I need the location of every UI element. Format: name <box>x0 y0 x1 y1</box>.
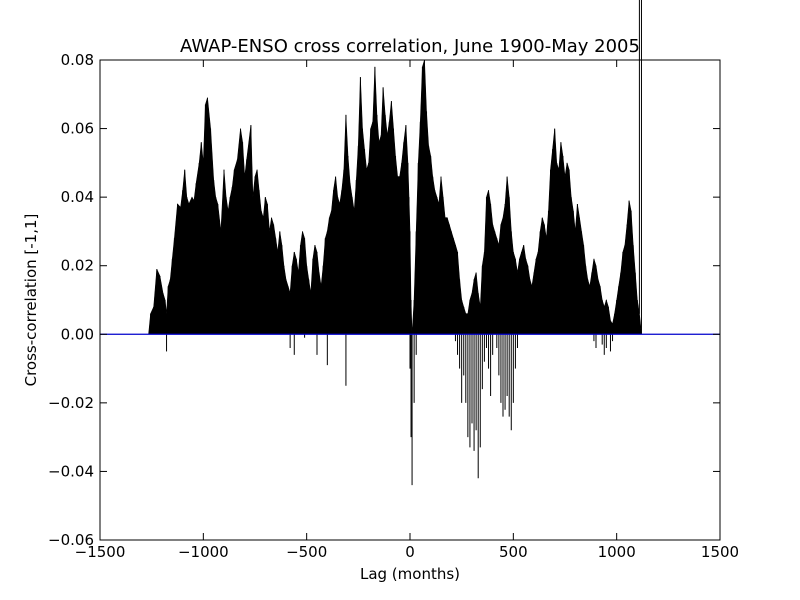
y-tick-label: 0.08 <box>61 51 94 69</box>
y-tick-label: 0.04 <box>61 188 94 206</box>
plot-marks <box>100 0 720 486</box>
y-tick-label: −0.02 <box>48 394 94 412</box>
x-tick-label: 500 <box>499 543 528 561</box>
x-tick-label: 1500 <box>701 543 739 561</box>
y-axis: −0.06 −0.04 −0.02 0.00 0.02 0.04 0.06 0.08 <box>48 51 720 549</box>
x-tick-label: −1000 <box>178 543 229 561</box>
x-axis-title: Lag (months) <box>360 565 460 583</box>
y-tick-label: −0.04 <box>48 462 94 480</box>
x-tick-label: 0 <box>405 543 415 561</box>
y-tick-label: 0.00 <box>61 325 94 343</box>
y-tick-label: −0.06 <box>48 531 94 549</box>
y-tick-label: 0.06 <box>61 120 94 138</box>
y-axis-title: Cross-correlation [-1,1] <box>22 214 40 387</box>
x-axis: −1500 −1000 −500 0 500 1000 1500 <box>75 60 739 561</box>
y-tick-label: 0.02 <box>61 257 94 275</box>
x-tick-label: −500 <box>286 543 327 561</box>
x-tick-label: −1500 <box>75 543 126 561</box>
chart-title: AWAP-ENSO cross correlation, June 1900-M… <box>180 36 640 57</box>
x-tick-label: 1000 <box>598 543 636 561</box>
